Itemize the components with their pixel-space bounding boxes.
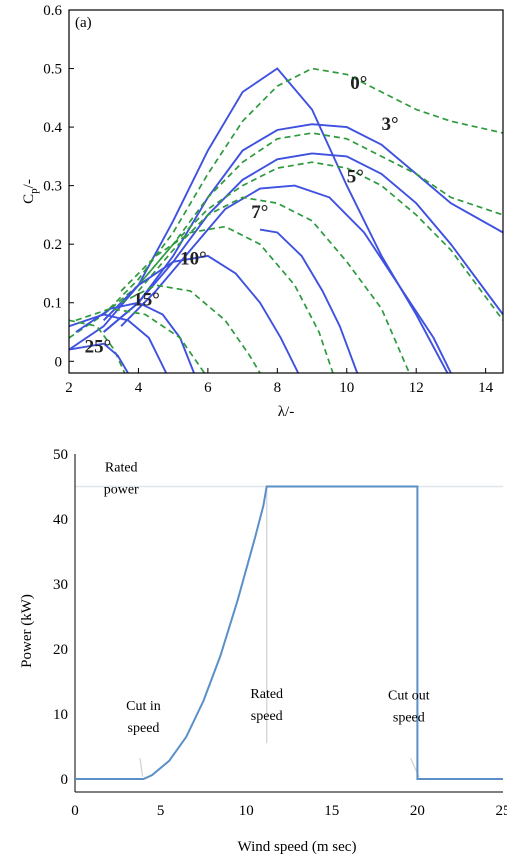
y-tick-label: 0	[61, 772, 69, 788]
x-tick-label: 5	[157, 803, 165, 819]
annotation-text: Cut in	[126, 699, 161, 714]
panel-label: (a)	[75, 15, 92, 31]
dashed-cp-curve-5	[104, 162, 503, 320]
cp-lambda-chart: 2 4 6 8 10 12 14 0 0.1 0.2 0.3 0.4 0.5 0.6 0° 3° 5° 7° 10°…	[0, 0, 507, 430]
dashed-cp-curve-3	[104, 133, 503, 320]
x-tick-label: 14	[478, 380, 494, 396]
annotation-text: power	[104, 483, 139, 498]
pitch-angle-label: 25°	[85, 337, 112, 358]
pitch-angle-label: 5°	[347, 167, 364, 188]
x-tick-label: 0	[71, 803, 79, 819]
y-tick-label: 50	[53, 447, 68, 463]
y-tick-label: 0.5	[43, 62, 62, 78]
solid-cp-curve-6	[121, 186, 451, 373]
annotation-text: Rated	[105, 461, 138, 476]
pitch-angle-label: 7°	[251, 202, 268, 223]
x-tick-label: 12	[409, 380, 424, 396]
y-axis-label: Cp/-	[21, 179, 40, 204]
y-tick-label: 20	[53, 642, 68, 658]
y-label-suffix: /-	[21, 179, 37, 188]
x-tick-label: 15	[324, 803, 339, 819]
pitch-angle-label: 0°	[350, 73, 367, 94]
annotation-text: speed	[251, 709, 283, 724]
solid-cp-curve-8	[260, 230, 357, 373]
annotation-pointer	[140, 758, 143, 777]
y-tick-label: 0	[55, 354, 63, 370]
y-tick-label: 30	[53, 577, 68, 593]
y-axis-label: Power (kW)	[19, 594, 35, 668]
annotation-text: speed	[128, 721, 160, 736]
x-tick-label: 4	[135, 380, 143, 396]
y-tick-label: 0.3	[43, 179, 62, 195]
x-tick-label: 10	[339, 380, 354, 396]
annotation-text: Cut out	[388, 689, 430, 704]
plot-area	[69, 69, 503, 374]
x-axis-label: Wind speed (m sec)	[238, 839, 357, 855]
y-tick-label: 0.1	[43, 296, 62, 312]
x-tick-label: 25	[496, 803, 507, 819]
x-tick-label: 8	[274, 380, 282, 396]
x-tick-label: 10	[239, 803, 254, 819]
y-tick-label: 40	[53, 512, 68, 528]
annotation-text: speed	[393, 711, 425, 726]
y-tick-label: 10	[53, 707, 68, 723]
y-tick-label: 0.4	[43, 120, 62, 136]
pitch-angle-label: 3°	[381, 114, 398, 135]
x-tick-label: 20	[410, 803, 425, 819]
y-tick-label: 0.6	[43, 3, 62, 19]
pitch-angle-label: 15°	[133, 290, 160, 311]
power-curve-chart: 0 5 10 15 20 25 0 10 20 30 40 50 Rated power Cut in spe…	[0, 430, 507, 860]
annotation-text: Rated	[250, 687, 283, 702]
x-tick-label: 2	[65, 380, 73, 396]
x-tick-label: 6	[204, 380, 212, 396]
pitch-angle-label: 10°	[180, 249, 207, 270]
x-axis-label: λ/-	[278, 404, 294, 420]
y-label-main: C	[21, 194, 37, 204]
y-tick-label: 0.2	[43, 237, 62, 253]
